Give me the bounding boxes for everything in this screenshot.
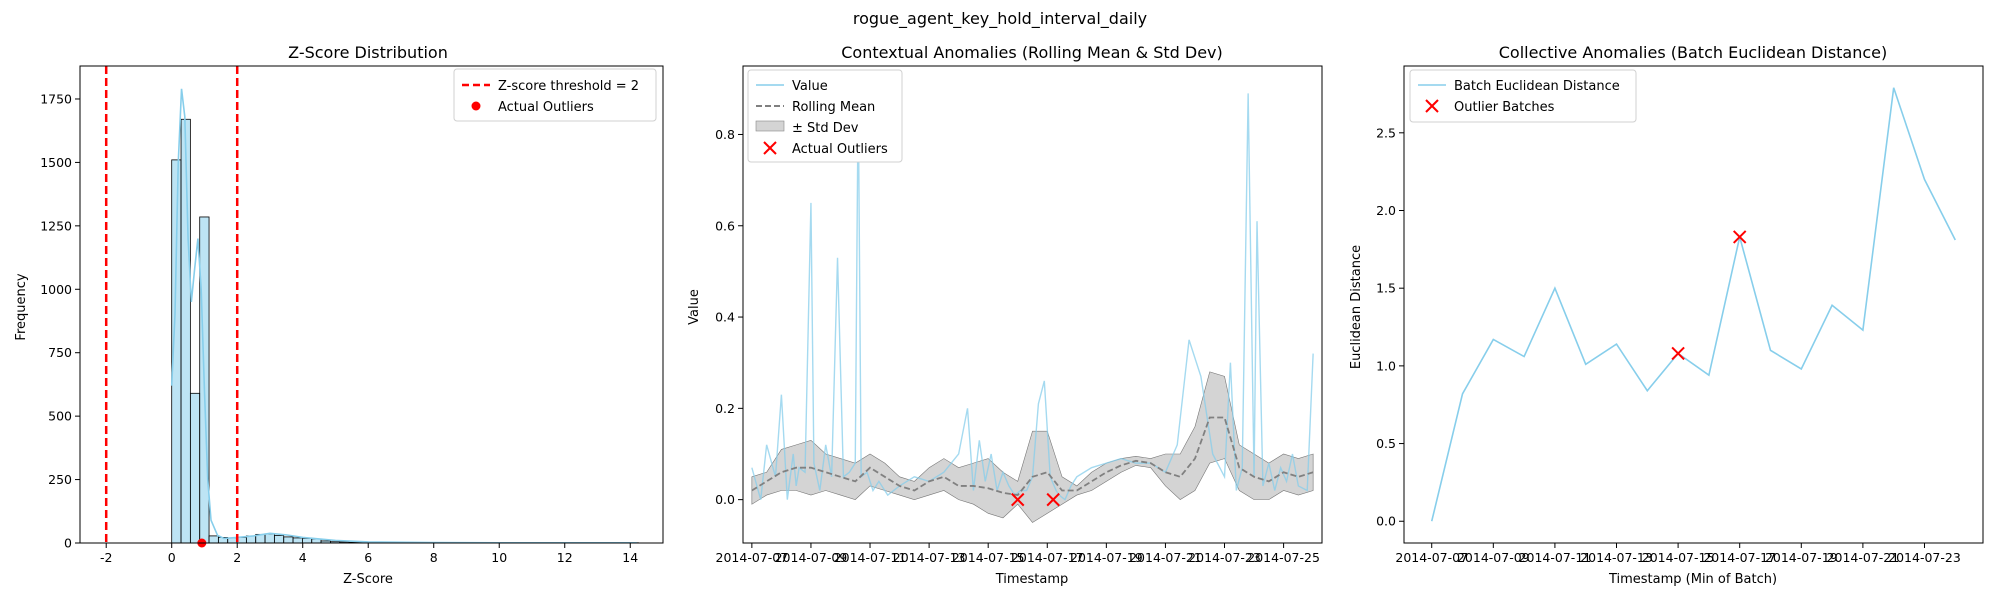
collective-ytick-label: 0.5 [1376,436,1396,451]
zscore-xtick-label: 8 [430,550,438,565]
contextual-xtick-label: 2014-07-21 [1129,550,1202,565]
collective-xtick-label: 2014-07-15 [1642,550,1715,565]
zscore-ytick-label: 1750 [40,91,72,106]
contextual-xtick-label: 2014-07-07 [716,550,789,565]
plot-frame [742,65,1323,544]
contextual-ylabel: Value [687,289,702,325]
zscore-xtick-label: 2 [233,550,241,565]
contextual-xtick-label: 2014-07-23 [1188,550,1261,565]
contextual-xtick-label: 2014-07-13 [893,550,966,565]
collective-title: Collective Anomalies (Batch Euclidean Di… [1499,43,1888,62]
zscore-ytick-label: 250 [48,472,72,487]
figure-suptitle: rogue_agent_key_hold_interval_daily [853,9,1147,29]
kde-curve [170,88,637,544]
outlier-batch-marker-stroke-b [1671,346,1685,361]
zscore-xlabel: Z-Score [343,572,393,587]
zscore-ytick-label: 1250 [40,218,72,233]
zscore-xtick-label: 4 [299,550,307,565]
collective-xtick-label: 2014-07-11 [1519,550,1592,565]
contextual-ytick-label: 0.0 [715,492,735,507]
collective-xtick-label: 2014-07-17 [1703,550,1776,565]
zscore-xtick-label: -2 [100,550,112,565]
zscore-ytick-label: 500 [48,409,72,424]
zscore-ytick-label: 750 [48,345,72,360]
legend-batch-label: Batch Euclidean Distance [1454,79,1620,94]
histogram-bar [273,534,285,544]
zscore-xtick-label: 10 [491,550,507,565]
contextual-xtick-label: 2014-07-11 [834,550,907,565]
zscore-panel: Z-Score Distribution Z-Score Frequency 0… [14,43,664,587]
collective-panel: Collective Anomalies (Batch Euclidean Di… [1349,43,1984,587]
legend-rolling-label: Rolling Mean [792,100,875,115]
collective-ytick-label: 2.5 [1376,125,1396,140]
contextual-panel: Contextual Anomalies (Rolling Mean & Std… [687,43,1323,587]
collective-ytick-label: 1.0 [1376,358,1396,373]
histogram-bar [189,392,201,544]
collective-xtick-label: 2014-07-09 [1457,550,1530,565]
contextual-ytick-label: 0.8 [715,127,735,142]
contextual-xtick-label: 2014-07-09 [775,550,848,565]
zscore-xtick-label: 6 [364,550,372,565]
zscore-ytick-label: 1500 [40,155,72,170]
contextual-xtick-label: 2014-07-19 [1070,550,1143,565]
zscore-ytick-label: 0 [64,536,72,551]
outlier-batch-marker [1671,346,1685,361]
plot-frame [79,65,664,544]
collective-xlabel: Timestamp (Min of Batch) [1608,572,1777,587]
contextual-xtick-label: 2014-07-15 [952,550,1025,565]
contextual-ytick-label: 0.2 [715,401,735,416]
contextual-xlabel: Timestamp [995,572,1069,587]
collective-xtick-label: 2014-07-13 [1580,550,1653,565]
histogram-bar [208,535,219,544]
zscore-xtick-label: 12 [557,550,573,565]
contextual-legend: Value Rolling Mean ± Std Dev Actual Outl… [747,69,903,163]
histogram-bar [301,538,313,544]
batch-distance-line [1430,87,1956,522]
histogram-bar [180,118,191,544]
contextual-ytick-label: 0.6 [715,218,735,233]
collective-legend: Batch Euclidean Distance Outlier Batches [1409,69,1637,123]
contextual-outlier-marker [1046,492,1060,507]
contextual-outlier-marker-stroke-b [1011,492,1025,507]
legend-outliers-label: Actual Outliers [498,100,594,115]
collective-ylabel: Euclidean Distance [1349,245,1364,369]
histogram-bar [264,533,275,544]
collective-xtick-label: 2014-07-19 [1765,550,1838,565]
contextual-outlier-marker-stroke-b [1046,492,1060,507]
plot-frame [1403,65,1984,544]
zscore-title: Z-Score Distribution [288,43,448,62]
histogram-bar [283,536,294,544]
collective-ytick-label: 0.0 [1376,514,1396,529]
contextual-xtick-label: 2014-07-25 [1247,550,1320,565]
zscore-legend: Z-score threshold = 2 Actual Outliers [453,68,657,122]
collective-xtick-label: 2014-07-21 [1827,550,1900,565]
legend-std-label: ± Std Dev [792,121,859,136]
contextual-ytick-label: 0.4 [715,310,735,325]
collective-ytick-label: 1.5 [1376,281,1396,296]
std-band [751,371,1314,523]
outlier-batch-marker-stroke-b [1732,230,1747,244]
legend-outlier-batches-label: Outlier Batches [1454,100,1555,115]
rolling-mean-line [751,416,1314,497]
histogram-bar [292,537,303,544]
legend-value-label: Value [792,79,828,94]
zscore-ylabel: Frequency [14,273,29,340]
zscore-xtick-label: 14 [622,550,638,565]
value-series-line [751,88,1314,501]
collective-xtick-label: 2014-07-07 [1395,550,1468,565]
collective-ytick-label: 2.0 [1376,203,1396,218]
contextual-xtick-label: 2014-07-17 [1011,550,1084,565]
legend-threshold-label: Z-score threshold = 2 [498,79,639,94]
outlier-batch-marker [1732,230,1747,244]
contextual-outlier-marker [1011,492,1025,507]
legend-actual-outliers-label: Actual Outliers [792,142,888,157]
zscore-xtick-label: 0 [168,550,176,565]
zscore-ytick-label: 1000 [40,282,72,297]
contextual-title: Contextual Anomalies (Rolling Mean & Std… [841,43,1223,62]
collective-xtick-label: 2014-07-23 [1888,550,1961,565]
